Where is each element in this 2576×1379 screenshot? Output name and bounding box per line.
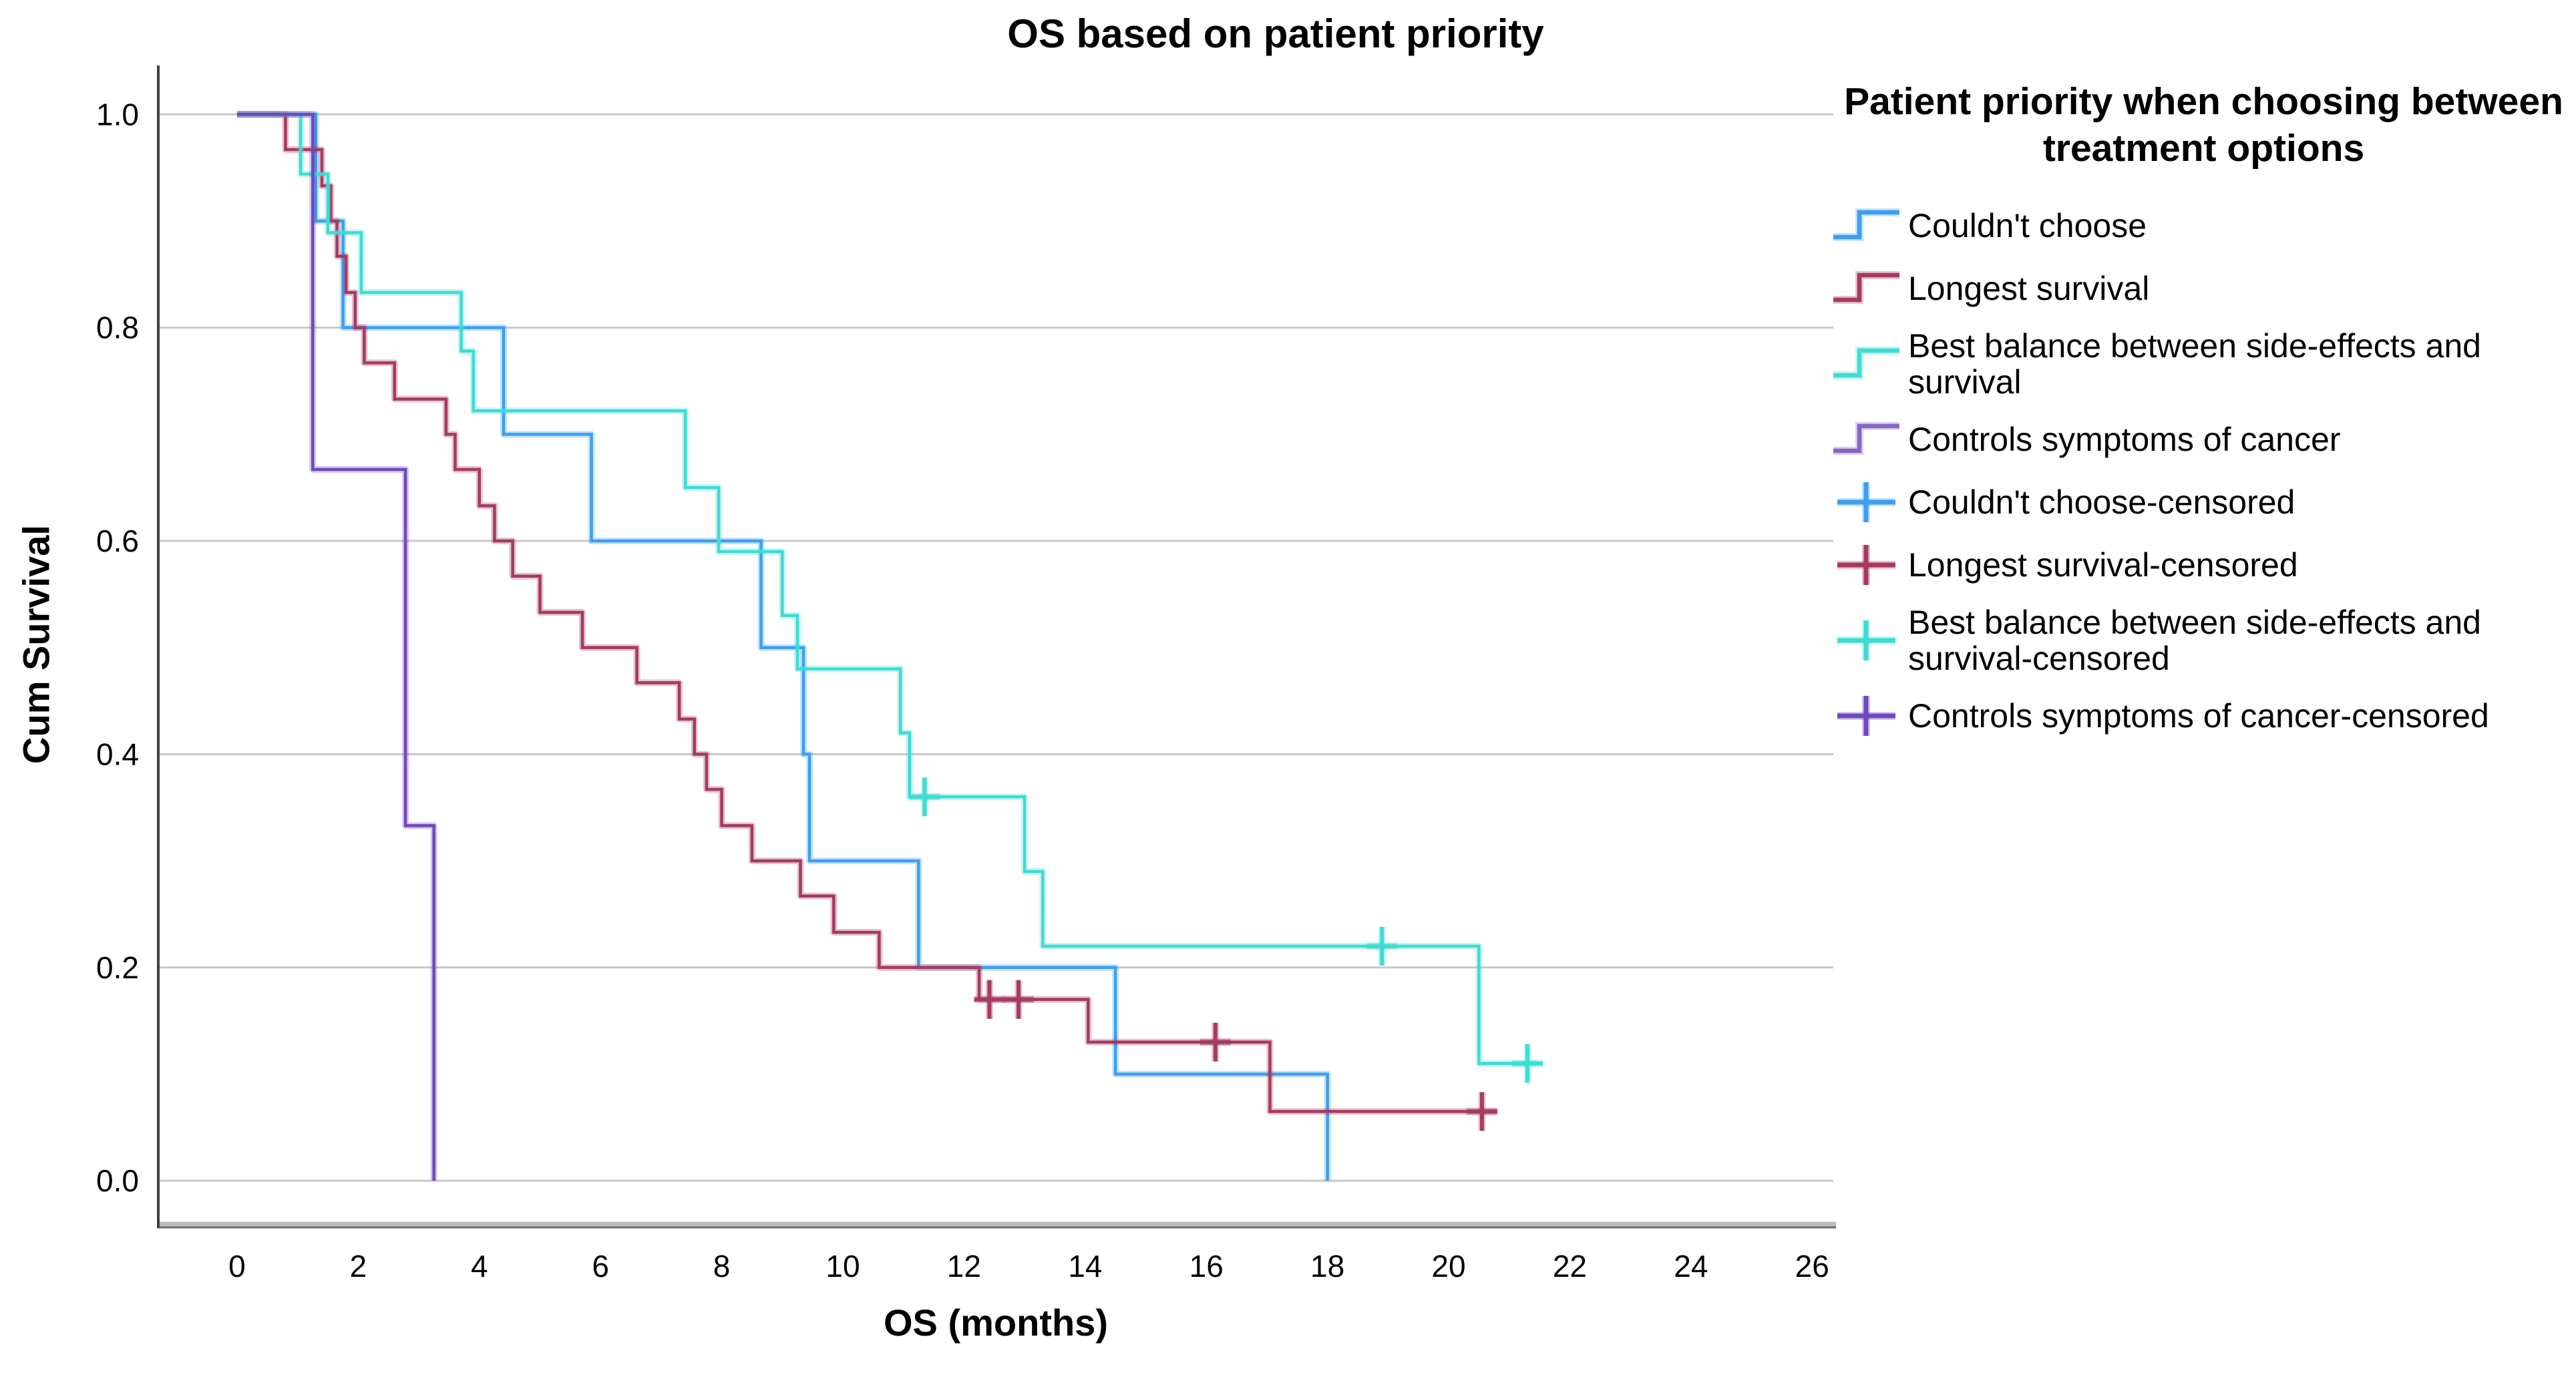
- legend-item-7: Controls symptoms of cancer-censored: [1831, 693, 2576, 739]
- series-line-0: [236, 113, 1329, 1181]
- y-axis-title: Cum Survival: [15, 525, 57, 764]
- y-tick-label: 0.4: [96, 737, 139, 771]
- series-line-3: [236, 113, 435, 1181]
- legend-item-label: Couldn't choose: [1908, 207, 2147, 245]
- legend-item-1: Longest survival: [1831, 265, 2576, 312]
- y-tick-label: 0.0: [96, 1163, 139, 1198]
- x-tick-label: 6: [592, 1249, 609, 1284]
- legend-censor-plus-icon: [1837, 482, 1895, 523]
- x-tick-label: 0: [228, 1249, 246, 1284]
- legend-item-6: Best balance between side-effects and su…: [1831, 604, 2576, 676]
- legend-item-4: Couldn't choose-censored: [1831, 479, 2576, 526]
- x-tick-label: 8: [713, 1249, 731, 1284]
- x-tick-label: 12: [947, 1249, 981, 1284]
- x-tick-label: 20: [1431, 1249, 1465, 1284]
- legend-item-label: Controls symptoms of cancer-censored: [1908, 697, 2489, 735]
- y-tick-label: 0.8: [96, 311, 139, 345]
- x-axis-title: OS (months): [884, 1302, 1108, 1344]
- legend-item-label: Best balance between side-effects and su…: [1908, 604, 2481, 678]
- legend-step-swatch-icon: [1833, 422, 1899, 455]
- legend-censor-plus-icon: [1837, 545, 1895, 586]
- x-tick-label: 14: [1068, 1249, 1102, 1284]
- legend-item-3: Controls symptoms of cancer: [1831, 416, 2576, 463]
- legend-items: Couldn't choose Longest survival Best bala…: [1831, 202, 2576, 739]
- legend-item-label: Controls symptoms of cancer: [1908, 421, 2341, 459]
- legend-item-2: Best balance between side-effects and su…: [1831, 328, 2576, 400]
- x-tick-label: 18: [1310, 1249, 1344, 1284]
- legend-item-label: Longest survival-censored: [1908, 546, 2298, 584]
- series-line-1: [236, 113, 1497, 1113]
- legend-item-5: Longest survival-censored: [1831, 542, 2576, 588]
- x-tick-label: 2: [350, 1249, 367, 1284]
- x-tick-label: 22: [1553, 1249, 1587, 1284]
- legend-item-0: Couldn't choose: [1831, 202, 2576, 249]
- legend-step-swatch-icon: [1833, 271, 1899, 305]
- legend-title: Patient priority when choosing between t…: [1844, 80, 2563, 170]
- legend-item-label: Best balance between side-effects and su…: [1908, 327, 2481, 401]
- x-tick-label: 4: [471, 1249, 488, 1284]
- legend-censor-plus-icon: [1837, 620, 1895, 661]
- legend: Patient priority when choosing between t…: [1831, 79, 2576, 739]
- legend-censor-plus-icon: [1837, 696, 1895, 737]
- series-halo-1: [236, 111, 1497, 1115]
- x-tick-label: 24: [1674, 1249, 1708, 1284]
- x-tick-label: 10: [825, 1249, 860, 1284]
- series-line-2: [236, 113, 1537, 1065]
- chart-title: OS based on patient priority: [1007, 11, 1544, 56]
- y-tick-label: 0.6: [96, 524, 139, 558]
- x-tick-label: 16: [1189, 1249, 1224, 1284]
- y-tick-label: 1.0: [96, 97, 139, 132]
- y-tick-label: 0.2: [96, 950, 139, 985]
- x-tick-label: 26: [1795, 1249, 1829, 1284]
- legend-step-swatch-icon: [1833, 347, 1899, 380]
- legend-step-swatch-icon: [1833, 208, 1899, 242]
- legend-item-label: Couldn't choose-censored: [1908, 483, 2295, 522]
- legend-item-label: Longest survival: [1908, 270, 2150, 308]
